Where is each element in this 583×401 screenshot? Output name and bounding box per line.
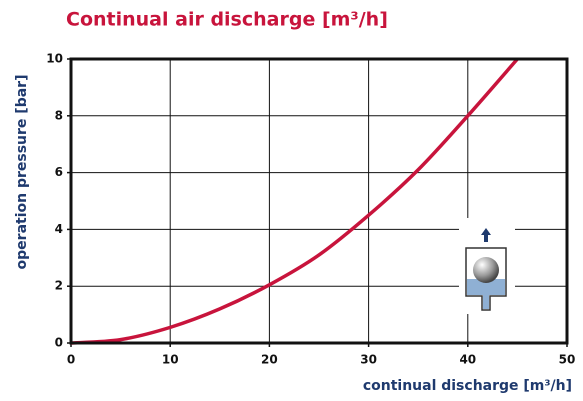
tank-outlet: [483, 295, 489, 309]
y-tick-label: 4: [55, 222, 63, 236]
tank-icon: [459, 218, 515, 314]
tank-ball: [473, 257, 499, 283]
y-tick-label: 8: [55, 108, 63, 122]
tank-water: [467, 279, 505, 295]
x-tick-label: 50: [559, 353, 576, 367]
plot-area: 0 10 20 30 40 50 0 2 4 6 8 10: [46, 52, 575, 367]
chart-title: Continual air discharge [m³/h]: [66, 9, 388, 31]
x-tick-label: 20: [261, 353, 278, 367]
data-line: [70, 57, 519, 345]
x-axis-label: continual discharge [m³/h]: [363, 378, 572, 394]
y-tick-label: 0: [55, 336, 63, 350]
x-tick-label: 40: [459, 353, 476, 367]
y-tick-label: 10: [46, 52, 63, 66]
up-arrow: [481, 228, 491, 242]
y-axis-label: operation pressure [bar]: [14, 75, 30, 270]
x-tick-label: 0: [67, 353, 75, 367]
plot-frame: [69, 57, 569, 345]
y-tick-label: 2: [55, 279, 63, 293]
x-tick-label: 30: [360, 353, 377, 367]
y-tick-label: 6: [55, 165, 63, 179]
x-tick-label: 10: [162, 353, 179, 367]
